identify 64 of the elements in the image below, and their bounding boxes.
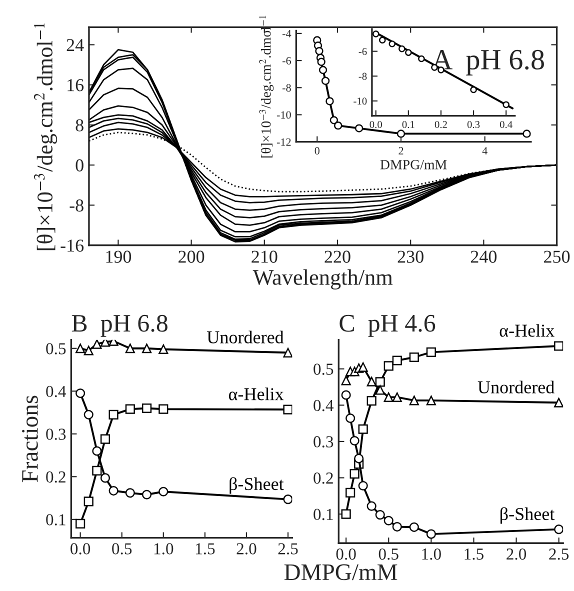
x-tick-label: 190 [106,250,132,263]
chart-title: C pH 4.6 [340,314,436,337]
x-tick-label: 200 [178,250,204,263]
y-tick-label: 24 [66,39,84,51]
x-tick-label: 0.5 [378,548,398,560]
x-tick-label: 2.5 [549,548,569,560]
y-tick-label: 0.1 [46,514,66,526]
x-tick-label: 0.0 [70,543,90,554]
y-tick-label: -6 [358,48,367,56]
y-tick-label: 0.1 [314,508,333,520]
x-axis-title: DMPG/mM [380,160,447,170]
x-tick-label: 1.0 [422,548,441,560]
chart-title: B pH 6.8 [72,314,168,337]
x-tick-label: 0.1 [402,121,414,128]
x-tick-label: 4 [482,147,488,154]
x-tick-label: 220 [324,250,350,263]
series-label: Unordered [478,380,554,394]
x-tick-label: 0.3 [467,121,480,128]
series-label: α-Helix [228,388,284,400]
x-tick-label: 240 [470,250,497,263]
y-tick-label: -8 [358,72,367,80]
x-axis-title: Wavelength/nm [252,269,393,290]
y-tick-label: 0.4 [46,386,66,398]
y-tick-label: -8 [70,199,84,212]
x-tick-label: 2 [398,147,404,154]
y-tick-label: -12 [276,138,291,146]
y-tick-label: 0.3 [314,436,334,448]
y-axis-title: Fractions [22,396,38,482]
y-tick-label: -8 [282,84,291,92]
y-tick-label: 0.5 [314,364,334,375]
x-tick-label: 250 [544,250,570,263]
x-tick-label: 1.5 [196,543,215,554]
x-tick-label: 1.5 [464,548,484,560]
y-tick-label: 16 [68,79,84,92]
y-tick-label: -6 [282,57,291,65]
x-tick-label: 0.2 [434,121,447,128]
x-tick-label: 0.0 [336,548,356,560]
y-tick-label: 0.2 [46,471,66,483]
y-tick-label: 0.5 [46,343,66,354]
x-tick-label: 0.5 [112,543,132,554]
x-tick-label: 0.4 [500,121,512,128]
x-tick-label: 0.0 [370,121,382,128]
y-axis-title: [θ]×10$^{−3}$/deg.cm$^{2}$.dmol$^{−1}$ [34,23,58,250]
y-tick-label: 0.4 [314,400,334,412]
series-label: α-Helix [500,324,554,337]
series-label: β-Sheet [500,507,555,524]
y-tick-label: 0.2 [314,472,333,484]
y-tick-label: 8 [76,119,84,132]
series-label: β-Sheet [230,477,284,494]
x-tick-label: 2.0 [506,548,526,560]
x-tick-label: 2.5 [278,543,298,554]
x-tick-label: 210 [252,250,278,263]
series-label: Unordered [207,330,284,344]
x-axis-title: DMPG/mM [284,564,398,580]
y-tick-label: 0.3 [46,428,66,440]
x-tick-label: 1.0 [154,543,174,554]
y-tick-label: 0 [76,159,84,172]
x-tick-label: 230 [398,250,424,263]
y-tick-label: -10 [354,98,367,105]
y-tick-label: -10 [276,111,291,119]
y-tick-label: -16 [60,240,84,252]
x-tick-label: 2.0 [236,543,256,554]
y-axis-title: [θ]×10$^{−3}$/deg.cm$^{2}$.dmol$^{−1}$ [259,16,274,158]
y-tick-label: -4 [282,30,292,38]
